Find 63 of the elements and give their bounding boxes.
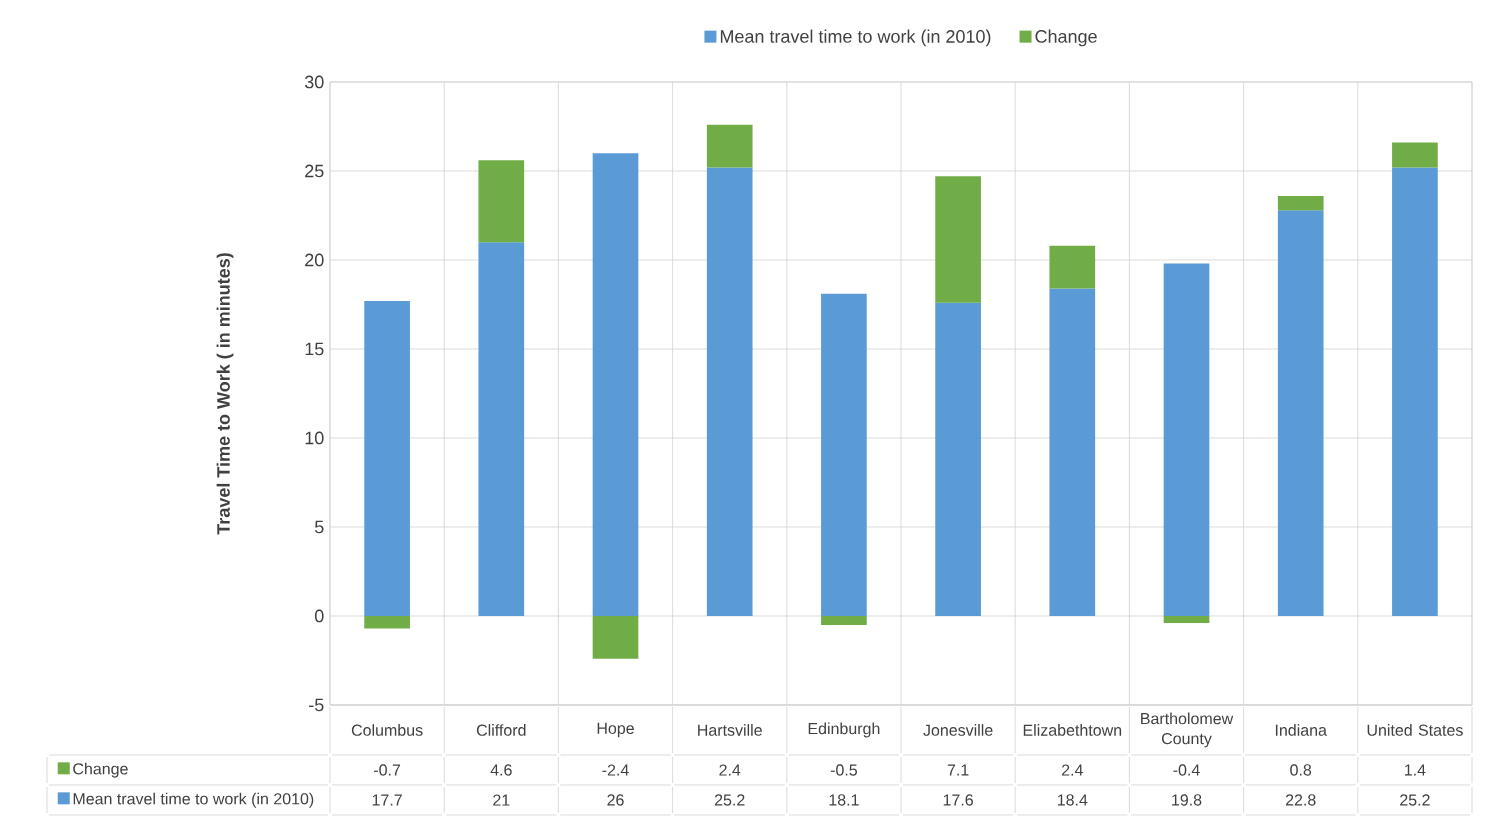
y-tick-label: -5	[309, 698, 324, 712]
x-tick-label: Bartholomew County	[1141, 712, 1234, 748]
x-tick-label: United States	[1367, 724, 1463, 736]
text: Mean travel time to work (in 2010)	[73, 792, 314, 808]
legend-label: Mean travel time to work (in 2010)	[720, 29, 991, 47]
bar	[592, 615, 639, 659]
x-tick-label: Columbus	[351, 724, 423, 736]
bar	[1163, 263, 1210, 616]
bar	[364, 615, 410, 629]
x-tick-label: Hope	[597, 722, 634, 738]
bar	[592, 153, 639, 616]
y-tick-label: 30	[304, 75, 324, 89]
x-tick-label: Jonesville	[923, 724, 993, 736]
bar	[821, 293, 867, 616]
data-label: 1.4	[1405, 764, 1426, 776]
y-tick-label: 5	[314, 520, 324, 534]
y-tick-label: 25	[305, 164, 324, 178]
data-label: 2.4	[1062, 764, 1083, 776]
data-label: -0.7	[374, 764, 401, 776]
bar	[1392, 167, 1438, 616]
x-tick-label: Edinburgh	[808, 722, 880, 738]
bar	[1277, 195, 1324, 211]
data-label: 22.8	[1285, 794, 1316, 806]
x-tick-label: Indiana	[1275, 724, 1327, 736]
bar	[1163, 615, 1210, 624]
data-label: -0.4	[1173, 764, 1200, 776]
data-label: 18.4	[1057, 794, 1088, 806]
data-label: 4.6	[490, 764, 512, 776]
text: Change	[73, 762, 128, 778]
bar	[935, 302, 981, 616]
y-tick-label: 0	[314, 609, 324, 623]
data-label: 26	[607, 794, 624, 806]
bar	[1049, 245, 1096, 289]
data-label: -2.4	[602, 764, 629, 776]
data-label: 2.4	[719, 764, 741, 776]
bar	[706, 124, 753, 168]
data-label: 17.7	[372, 794, 402, 806]
bar	[1277, 210, 1324, 616]
data-label: 7.1	[947, 764, 969, 776]
data-label: -0.5	[830, 764, 858, 776]
x-tick-label: Elizabethtown	[1023, 724, 1122, 736]
bar	[478, 160, 525, 243]
x-tick-label: Clifford	[476, 724, 526, 736]
data-label: 21	[493, 794, 510, 806]
data-label: 25.2	[714, 794, 745, 806]
data-label: 17.6	[943, 794, 973, 806]
bar	[821, 615, 867, 625]
bar	[478, 242, 525, 616]
data-label: 19.8	[1172, 794, 1202, 806]
data-label: 25.2	[1400, 794, 1430, 806]
y-tick-label: 15	[305, 342, 324, 356]
data-label: 0.8	[1290, 764, 1312, 776]
y-tick-label: 20	[305, 253, 324, 267]
bar	[364, 300, 410, 616]
bar	[1392, 142, 1438, 168]
y-tick-label: 10	[305, 431, 324, 445]
data-label: 18.1	[829, 794, 859, 806]
y-axis-title: Travel Time to Work ( in minutes)	[216, 253, 234, 535]
bar	[706, 167, 753, 616]
bar	[935, 176, 981, 303]
bar	[1049, 288, 1096, 616]
x-tick-label: Hartsville	[698, 724, 762, 736]
legend-label: Change	[1035, 29, 1097, 47]
